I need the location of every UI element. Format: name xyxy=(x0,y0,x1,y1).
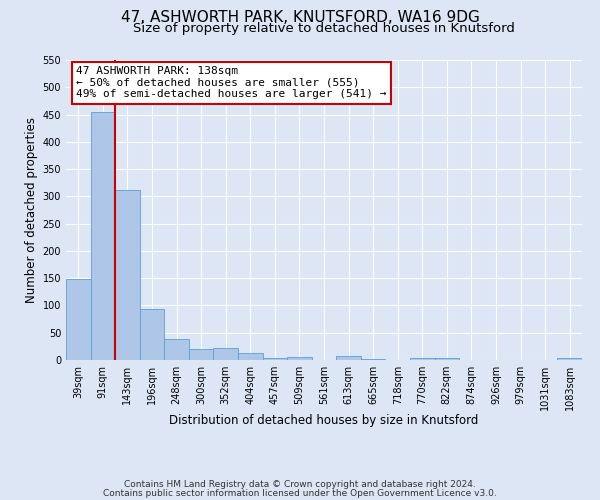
Bar xyxy=(214,348,238,360)
Bar xyxy=(434,358,459,360)
Bar xyxy=(263,358,287,360)
Text: 47 ASHWORTH PARK: 138sqm
← 50% of detached houses are smaller (555)
49% of semi-: 47 ASHWORTH PARK: 138sqm ← 50% of detach… xyxy=(76,66,387,99)
Bar xyxy=(164,340,189,360)
Bar xyxy=(140,310,164,360)
Bar xyxy=(189,349,214,360)
Bar xyxy=(287,358,312,360)
Bar xyxy=(410,358,434,360)
Y-axis label: Number of detached properties: Number of detached properties xyxy=(25,117,38,303)
Text: Contains public sector information licensed under the Open Government Licence v3: Contains public sector information licen… xyxy=(103,488,497,498)
X-axis label: Distribution of detached houses by size in Knutsford: Distribution of detached houses by size … xyxy=(169,414,479,428)
Text: 47, ASHWORTH PARK, KNUTSFORD, WA16 9DG: 47, ASHWORTH PARK, KNUTSFORD, WA16 9DG xyxy=(121,10,479,25)
Bar xyxy=(91,112,115,360)
Title: Size of property relative to detached houses in Knutsford: Size of property relative to detached ho… xyxy=(133,22,515,35)
Text: Contains HM Land Registry data © Crown copyright and database right 2024.: Contains HM Land Registry data © Crown c… xyxy=(124,480,476,489)
Bar xyxy=(336,356,361,360)
Bar xyxy=(557,358,582,360)
Bar xyxy=(361,359,385,360)
Bar xyxy=(238,354,263,360)
Bar xyxy=(66,280,91,360)
Bar xyxy=(115,190,140,360)
